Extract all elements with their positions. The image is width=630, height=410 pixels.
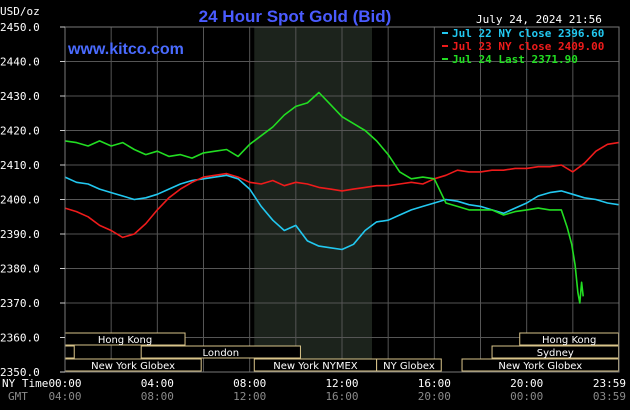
session-label: New York Globex (91, 361, 175, 372)
y-tick-label: 2430.0 (0, 90, 40, 103)
y-axis-ticks: 2450.0 2440.0 2430.0 2420.0 2410.0 2400.0 2390… (0, 21, 65, 379)
legend-swatch (442, 45, 448, 47)
series-lines (64, 91, 619, 304)
gmt-label: GMT (8, 390, 28, 403)
y-tick-label: 2350.0 (0, 366, 40, 379)
y-tick-label: 2450.0 (0, 21, 40, 34)
legend-entry: Jul 24 Last 2371.90 (452, 53, 578, 66)
grid-lines (64, 26, 620, 373)
session-label: London (202, 348, 239, 359)
legend-entry: Jul 23 NY close 2409.00 (452, 40, 604, 53)
x-tick-label-ny: 12:00 (325, 377, 358, 390)
y-axis-label: USD/oz (0, 5, 40, 18)
y-tick-label: 2360.0 (0, 332, 40, 345)
x-tick-label-gmt: 16:00 (325, 390, 358, 403)
x-tick-label-gmt: 20:00 (418, 390, 451, 403)
session-label: New York NYMEX (273, 361, 358, 372)
x-tick-label-ny: 04:00 (141, 377, 174, 390)
series-line-2 (64, 141, 619, 239)
series-line-3 (64, 91, 584, 304)
session-label: New York Globex (498, 361, 582, 372)
x-tick-label-ny: 16:00 (418, 377, 451, 390)
legend-swatch (442, 32, 448, 34)
y-tick-label: 2390.0 (0, 228, 40, 241)
x-tick-label-ny: 20:00 (510, 377, 543, 390)
x-tick-label-gmt: 08:00 (141, 390, 174, 403)
y-tick-label: 2370.0 (0, 297, 40, 310)
session-label: Hong Kong (98, 335, 152, 346)
y-tick-label: 2400.0 (0, 194, 40, 207)
session-label: Sydney (537, 348, 574, 359)
x-axis-ticks: 00:0004:0004:0008:0008:0012:0012:0016:00… (48, 377, 626, 403)
watermark-url: www.kitco.com (67, 41, 184, 58)
y-tick-label: 2380.0 (0, 263, 40, 276)
ny-time-label: NY Time (2, 377, 48, 390)
y-tick-label: 2440.0 (0, 56, 40, 69)
x-tick-label-ny: 23:59 (593, 377, 626, 390)
legend-swatch (442, 58, 448, 60)
x-tick-label-gmt: 00:00 (510, 390, 543, 403)
y-tick-label: 2420.0 (0, 125, 40, 138)
session-box (376, 358, 442, 372)
legend-entry: Jul 22 NY close 2396.60 (452, 27, 604, 40)
y-tick-label: 2410.0 (0, 159, 40, 172)
session-label: Hong Kong (542, 335, 596, 346)
x-tick-label-gmt: 12:00 (233, 390, 266, 403)
series-line-1 (64, 174, 619, 251)
session-box (140, 345, 301, 359)
x-tick-label-gmt: 03:59 (593, 390, 626, 403)
session-label: NY Globex (383, 361, 435, 372)
x-tick-label-ny: 08:00 (233, 377, 266, 390)
x-tick-label-gmt: 04:00 (48, 390, 81, 403)
chart-title: 24 Hour Spot Gold (Bid) (199, 7, 392, 26)
x-tick-label-ny: 00:00 (48, 377, 81, 390)
chart-timestamp: July 24, 2024 21:56 (476, 13, 602, 26)
session-box (64, 345, 75, 359)
